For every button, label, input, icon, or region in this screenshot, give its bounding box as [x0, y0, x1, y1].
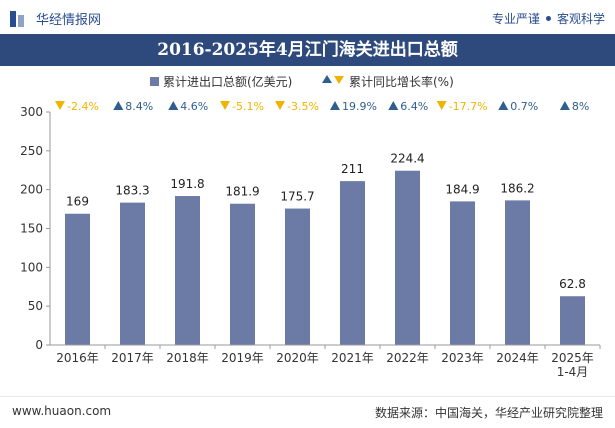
bar-value-label: 224.4 [390, 152, 424, 166]
bars: 169 183.3 191.8 181.9 175.7 211 224.4 184.9 186.… [65, 152, 586, 345]
y-axis: 0 50 100 150 200 250 300 [20, 105, 51, 352]
growth-label: 0.7% [510, 100, 538, 113]
growth-label: -3.5% [287, 100, 319, 113]
bar-value-label: 62.8 [559, 277, 586, 291]
x-tick-label: 2020年 [276, 351, 319, 365]
growth-down-triangle-icon [436, 101, 447, 110]
growth-up-triangle-icon [330, 101, 340, 110]
growth-label: -2.4% [67, 100, 99, 113]
top-bar: 华经情报网 专业严谨 客观科学 [0, 0, 615, 34]
y-tick-label: 250 [20, 144, 43, 158]
growth-label: 6.4% [400, 100, 428, 113]
x-tick-label: 2024年 [496, 351, 539, 365]
bar [120, 202, 145, 345]
y-tick-label: 200 [20, 183, 43, 197]
x-tick-label: 1-4月 [557, 365, 589, 379]
growth-down-triangle-icon [275, 101, 285, 110]
y-tick-label: 0 [35, 338, 43, 352]
brand-logo-icon [10, 10, 30, 27]
growth-up-triangle-icon [559, 101, 570, 110]
footer: www.huaon.com 数据来源：中国海关，华经产业研究院整理 [0, 396, 615, 428]
slogan-left: 专业严谨 [491, 12, 540, 26]
bar [340, 181, 365, 345]
y-tick-label: 150 [20, 222, 43, 236]
footer-website: www.huaon.com [12, 404, 112, 418]
bar-value-label: 175.7 [280, 190, 314, 204]
bar-value-label: 184.9 [445, 182, 479, 196]
x-tick-label: 2022年 [386, 351, 429, 365]
x-axis: 2016年 2017年 2018年 2019年 2020年 2021年 2022年 2023年… [50, 344, 601, 379]
bar-value-label: 211 [341, 162, 364, 176]
bar [175, 196, 200, 345]
legend-bar-label: 累计进出口总额(亿美元) [163, 74, 292, 89]
separator-dot-icon [545, 16, 551, 21]
growth-label: 8% [572, 100, 589, 113]
growth-up-triangle-icon [388, 101, 399, 110]
legend-growth-label: 累计同比增长率(%) [349, 74, 454, 89]
growth-up-triangle-icon [168, 101, 179, 110]
bar [285, 208, 310, 345]
bar [65, 213, 90, 345]
growth-up-triangle-icon [113, 101, 124, 110]
bar [450, 201, 475, 345]
bar [505, 200, 530, 345]
bar [560, 296, 585, 345]
growth-down-triangle-icon [220, 101, 230, 110]
y-tick-label: 50 [28, 299, 43, 313]
chart: 累计进出口总额(亿美元) 累计同比增长率(%) 0 50 100 150 200 250 30… [20, 74, 601, 379]
bar-value-label: 169 [66, 195, 89, 209]
legend-bar-swatch-icon [150, 77, 159, 86]
y-tick-label: 300 [20, 105, 43, 119]
growth-label: -5.1% [232, 100, 264, 113]
growth-up-triangle-icon [498, 101, 509, 110]
growth-label: -17.7% [449, 100, 488, 113]
chart-title: 2016-2025年4月江门海关进出口总额 [0, 34, 615, 66]
y-tick-label: 100 [20, 260, 43, 274]
growth-down-triangle-icon [55, 101, 65, 110]
bar [230, 203, 255, 345]
x-tick-label: 2019年 [221, 351, 264, 365]
footer-source: 数据来源：中国海关，华经产业研究院整理 [374, 406, 603, 420]
growth-labels: -2.4% 8.4% 4.6% -5.1% -3.5% 19.9% 6.4% -17.7% 0.… [55, 100, 589, 113]
legend-up-triangle-icon [322, 75, 332, 83]
bar-value-label: 181.9 [225, 185, 259, 199]
bar [395, 170, 420, 345]
x-tick-label: 2018年 [166, 351, 209, 365]
bar-value-label: 186.2 [500, 181, 534, 195]
growth-label: 4.6% [180, 100, 208, 113]
brand: 华经情报网 [10, 9, 101, 28]
bar-value-label: 183.3 [115, 184, 149, 198]
x-tick-label: 2025年 [551, 351, 594, 365]
slogan-right: 客观科学 [556, 12, 605, 26]
slogan: 专业严谨 客观科学 [492, 10, 605, 27]
x-tick-label: 2023年 [441, 351, 484, 365]
brand-name: 华经情报网 [36, 13, 102, 28]
growth-label: 19.9% [342, 100, 377, 113]
bar-value-label: 191.8 [170, 177, 204, 191]
legend: 累计进出口总额(亿美元) 累计同比增长率(%) [150, 74, 454, 89]
x-tick-label: 2021年 [331, 351, 374, 365]
legend-down-triangle-icon [334, 76, 344, 84]
growth-label: 8.4% [125, 100, 153, 113]
x-tick-label: 2017年 [111, 351, 154, 365]
x-tick-label: 2016年 [56, 351, 99, 365]
